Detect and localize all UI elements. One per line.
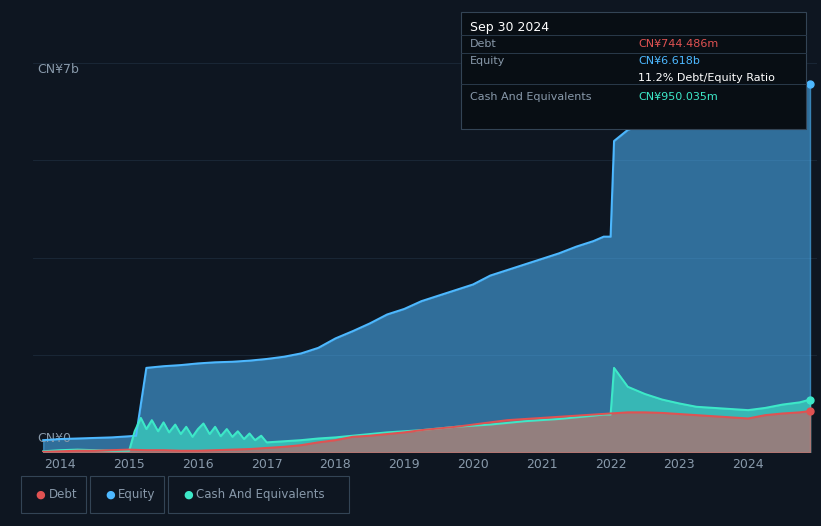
Text: Debt: Debt <box>48 488 77 501</box>
Text: CN¥0: CN¥0 <box>37 431 71 444</box>
Text: Cash And Equivalents: Cash And Equivalents <box>470 92 591 102</box>
Text: CN¥744.486m: CN¥744.486m <box>638 39 718 49</box>
Text: Cash And Equivalents: Cash And Equivalents <box>196 488 325 501</box>
Text: Equity: Equity <box>470 56 505 66</box>
Text: Equity: Equity <box>118 488 156 501</box>
Text: 11.2% Debt/Equity Ratio: 11.2% Debt/Equity Ratio <box>638 73 775 83</box>
Text: ●: ● <box>183 489 193 500</box>
Text: ●: ● <box>105 489 115 500</box>
Text: ●: ● <box>35 489 45 500</box>
Text: Sep 30 2024: Sep 30 2024 <box>470 21 548 34</box>
Text: CN¥6.618b: CN¥6.618b <box>638 56 699 66</box>
Text: Debt: Debt <box>470 39 497 49</box>
Text: CN¥950.035m: CN¥950.035m <box>638 92 718 102</box>
Text: CN¥7b: CN¥7b <box>37 63 79 76</box>
